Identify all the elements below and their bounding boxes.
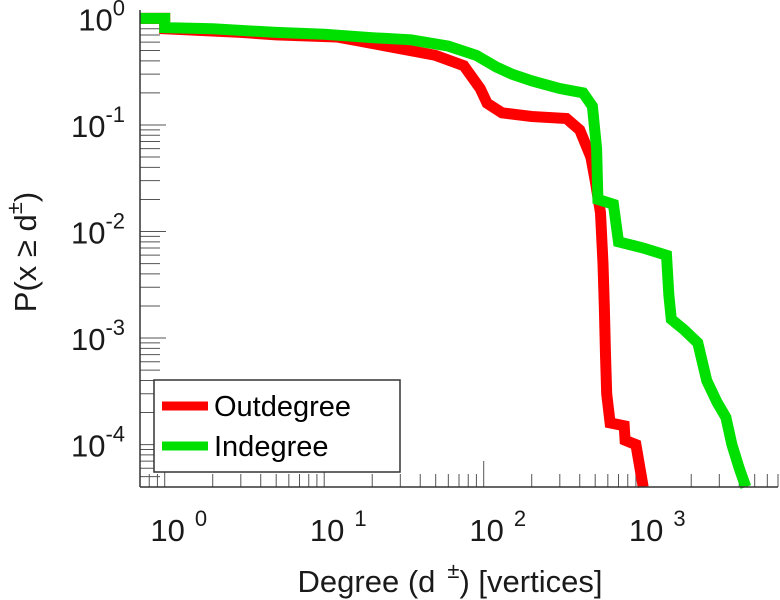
axis-ticks xyxy=(139,17,779,488)
series-lines xyxy=(140,12,751,489)
legend-label-outdegree: Outdegree xyxy=(214,391,351,423)
x-tick-label: 10 3 xyxy=(629,506,686,548)
y-tick-label: 10-4 xyxy=(71,422,125,464)
y-tick-label: 10-2 xyxy=(71,209,125,251)
axes xyxy=(139,10,778,488)
tick-labels: 100 10-1 10-2 10-3 10-4 10 0 10 1 10 2 10 3 xyxy=(71,0,686,548)
legend-box xyxy=(153,379,401,473)
legend: Outdegree Indegree xyxy=(153,379,401,473)
legend-label-indegree: Indegree xyxy=(214,431,329,463)
x-tick-label: 10 0 xyxy=(150,506,207,548)
x-tick-label: 10 1 xyxy=(310,506,367,548)
y-tick-label: 10-1 xyxy=(71,102,125,144)
x-axis-title: Degree (d ±) [vertices] xyxy=(298,558,603,599)
y-tick-label: 100 xyxy=(78,0,125,37)
y-axis-title: P(x ≥ d±) xyxy=(2,192,43,312)
series-line-indegree xyxy=(140,12,751,489)
x-tick-label: 10 2 xyxy=(469,506,526,548)
y-tick-label: 10-3 xyxy=(71,315,125,357)
